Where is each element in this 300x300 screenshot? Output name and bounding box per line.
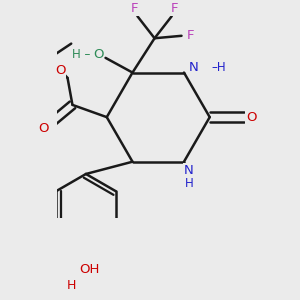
Text: OH: OH xyxy=(80,263,100,276)
Text: O: O xyxy=(93,48,104,61)
Text: F: F xyxy=(131,2,139,15)
Text: H: H xyxy=(67,279,76,292)
Text: N: N xyxy=(189,61,199,74)
Text: O: O xyxy=(246,111,256,124)
Text: F: F xyxy=(186,29,194,42)
Text: F: F xyxy=(170,2,178,15)
Text: N: N xyxy=(184,164,194,177)
Text: –H: –H xyxy=(211,61,226,74)
Text: O: O xyxy=(55,64,65,77)
Text: H: H xyxy=(184,177,193,190)
Text: H –: H – xyxy=(72,48,90,61)
Text: O: O xyxy=(38,122,48,135)
